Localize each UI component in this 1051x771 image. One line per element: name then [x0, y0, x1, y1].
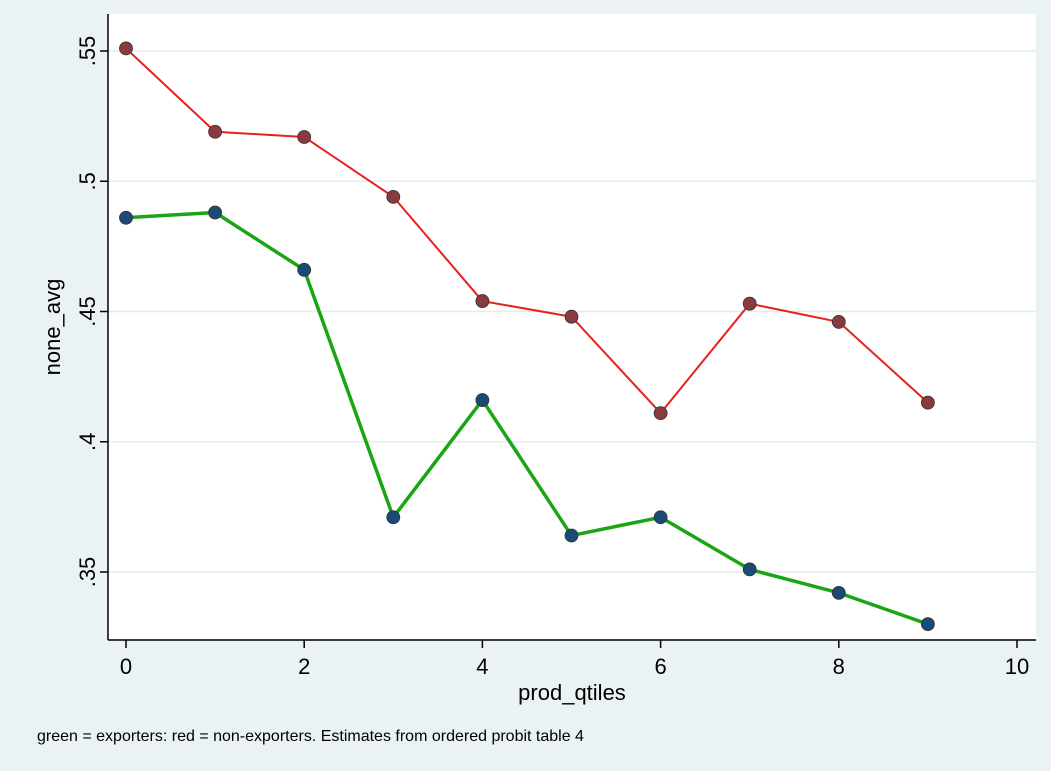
x-tick-label: 10: [1005, 654, 1029, 679]
series-line-2: [125, 210, 929, 626]
x-tick-label: 8: [833, 654, 845, 679]
chart-note: green = exporters: red = non-exporters. …: [37, 728, 584, 745]
series-1-point: [831, 315, 846, 329]
series-1-point: [475, 294, 490, 308]
series-2-point: [475, 393, 490, 407]
series-1-point: [564, 309, 579, 324]
series-2-point: [653, 510, 668, 525]
series-1-point: [119, 41, 133, 56]
series-2-point: [831, 585, 846, 600]
series-1-point: [208, 124, 223, 139]
series-1-point: [742, 296, 757, 311]
series-1-point: [297, 130, 312, 144]
x-tick-label: 4: [476, 654, 488, 679]
series-2-point: [119, 210, 133, 225]
y-tick-label: .35: [75, 557, 100, 588]
y-tick-label: .55: [75, 36, 100, 67]
y-tick-label: .5: [75, 172, 100, 190]
series-1-point: [653, 406, 668, 420]
y-axis-title: none_avg: [40, 279, 65, 376]
series-line-1: [125, 47, 929, 415]
series-2-point: [742, 562, 757, 577]
x-tick-label: 0: [120, 654, 132, 679]
y-tick-label: .45: [75, 296, 100, 327]
series-2-point: [386, 510, 401, 525]
x-axis-title: prod_qtiles: [518, 680, 626, 705]
series-2-point: [208, 205, 223, 220]
series-2-point: [564, 528, 579, 543]
series: [119, 41, 935, 631]
axes: .35 .4 .45 .5 .55 0 2 4 6 8 10: [75, 14, 1036, 679]
series-1-point: [921, 395, 935, 410]
series-2-point: [297, 262, 312, 277]
y-tick-label: .4: [75, 433, 100, 451]
series-2-point: [921, 617, 935, 631]
x-tick-label: 6: [654, 654, 666, 679]
plot-area: [108, 14, 1036, 640]
x-tick-label: 2: [298, 654, 310, 679]
series-1-point: [386, 189, 401, 204]
